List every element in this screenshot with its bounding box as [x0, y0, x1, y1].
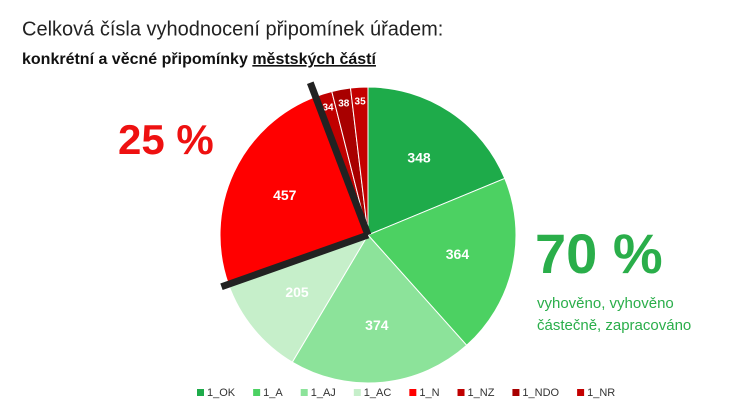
- legend-swatch: [409, 389, 417, 396]
- slice-label: 205: [285, 284, 309, 300]
- legend-swatch: [253, 389, 261, 396]
- legend-swatch: [197, 389, 204, 396]
- legend-label: 1_N: [419, 387, 439, 399]
- pie-slice: [227, 234, 370, 363]
- slice-label: 374: [365, 317, 389, 333]
- legend-label: 1_NR: [587, 387, 615, 399]
- slice-label: 364: [446, 246, 470, 262]
- subtitle-part: městských částí: [252, 51, 376, 68]
- pie-slice: [291, 234, 468, 384]
- legend-label: 1_A: [263, 387, 283, 399]
- legend-swatch: [353, 389, 361, 396]
- slice-label: 348: [407, 149, 431, 165]
- legend-swatch: [300, 389, 308, 396]
- legend-label: 1_OK: [207, 387, 236, 399]
- legend-swatch: [577, 389, 585, 396]
- pie-slice: [349, 86, 369, 236]
- chart-title: Celková čísla vyhodnocení připomínek úřa…: [22, 18, 443, 40]
- slice-label: 35: [355, 97, 367, 108]
- group-separator: [220, 231, 370, 291]
- slice-label: 34: [322, 103, 334, 114]
- pie-slice: [367, 86, 506, 236]
- positive-note: částečně, zapracováno: [537, 317, 691, 334]
- subtitle-part: konkrétní a věcné připomínky: [22, 51, 248, 68]
- group-separator: [307, 81, 372, 237]
- positive-share: 70 %: [535, 222, 663, 285]
- legend-label: 1_NZ: [468, 387, 495, 399]
- legend-label: 1_AC: [364, 387, 392, 399]
- chart-subtitle: konkrétní a věcné připomínky městských č…: [22, 51, 377, 68]
- pie-slice: [367, 177, 517, 346]
- legend-swatch: [457, 389, 465, 396]
- legend-swatch: [512, 389, 520, 396]
- legend-label: 1_AJ: [311, 387, 336, 399]
- legend-label: 1_NDO: [522, 387, 559, 399]
- positive-note: vyhověno, vyhověno: [537, 295, 674, 312]
- slice-label: 457: [273, 187, 297, 203]
- slice-label: 38: [338, 99, 350, 110]
- negative-share: 25 %: [118, 116, 214, 163]
